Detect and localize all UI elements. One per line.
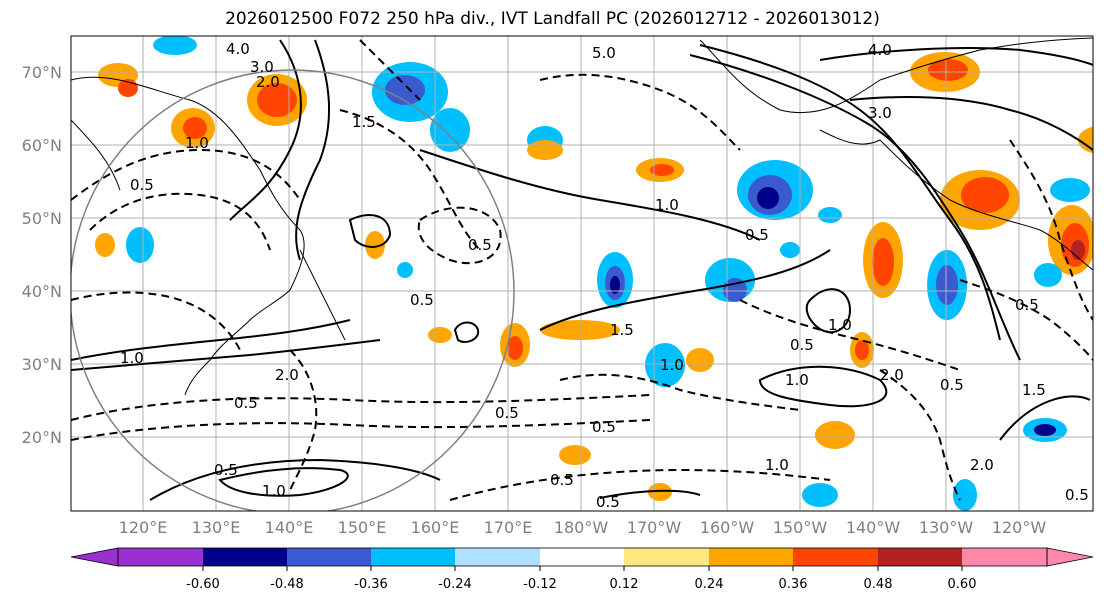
colorbar-tick-label: 0.48	[864, 577, 893, 592]
contour-label: 0.5	[1015, 296, 1039, 314]
lon-label: 160°W	[700, 518, 755, 537]
colorbar-tick-label: -0.48	[270, 577, 304, 592]
lon-label: 130°E	[192, 518, 241, 537]
contour-label: 1.5	[610, 321, 634, 339]
contour-label: 4.0	[226, 40, 250, 58]
contour-label: 2.0	[275, 366, 299, 384]
contour-label: 1.5	[352, 113, 376, 131]
lon-label: 120°E	[119, 518, 168, 537]
colorbar-tick-label: -0.60	[186, 577, 220, 592]
coastlines	[71, 37, 1093, 396]
colorbar: -0.60 -0.48 -0.36 -0.24 -0.12 0.12 0.24 …	[70, 547, 1094, 592]
latitude-labels: 70°N 60°N 50°N 40°N 30°N 20°N	[22, 63, 62, 447]
contour-label: 1.0	[655, 196, 679, 214]
lat-label: 70°N	[22, 63, 62, 82]
ivt-contours-dashed	[71, 39, 1093, 501]
contour-label: 1.0	[120, 349, 144, 367]
landfall-radius-circle	[71, 69, 515, 511]
longitude-labels: 120°E 130°E 140°E 150°E 160°E 170°E 180°…	[119, 518, 1047, 537]
contour-label: 0.5	[468, 236, 492, 254]
map-frame	[70, 35, 1094, 512]
contour-label: 1.0	[185, 134, 209, 152]
graticule	[71, 36, 1093, 511]
contour-label: 5.0	[592, 44, 616, 62]
map-field: 4.0 3.0 2.0 1.0 1.5 5.0 4.0 3.0 1.0 0.5 …	[71, 36, 1093, 511]
lon-label: 170°E	[484, 518, 533, 537]
contour-label: 1.0	[828, 316, 852, 334]
contour-label: 2.0	[256, 73, 280, 91]
contour-label: 0.5	[592, 418, 616, 436]
contour-label: 2.0	[970, 456, 994, 474]
contour-label: 1.5	[1022, 381, 1046, 399]
colorbar-tick-label: 0.12	[610, 577, 639, 592]
contour-label: 0.5	[130, 176, 154, 194]
colorbar-tick-label: -0.12	[523, 577, 557, 592]
colorbar-tick-label: -0.36	[354, 577, 388, 592]
colorbar-bin	[878, 548, 962, 566]
colorbar-bin	[709, 548, 793, 566]
contour-label: 0.5	[410, 291, 434, 309]
contour-label: 0.5	[214, 461, 238, 479]
ivt-contours-solid	[71, 39, 1093, 501]
contour-label: 0.5	[1065, 486, 1089, 504]
contour-label: 0.5	[940, 376, 964, 394]
contour-label: 0.5	[495, 404, 519, 422]
contour-labels: 4.0 3.0 2.0 1.0 1.5 5.0 4.0 3.0 1.0 0.5 …	[120, 40, 1089, 511]
contour-label: 3.0	[868, 104, 892, 122]
lat-label: 50°N	[22, 209, 62, 228]
lat-label: 30°N	[22, 355, 62, 374]
colorbar-bin	[793, 548, 878, 566]
colorbar-tick-label: 0.36	[779, 577, 808, 592]
colorbar-bin	[455, 548, 540, 566]
lat-label: 60°N	[22, 136, 62, 155]
lon-label: 160°E	[411, 518, 460, 537]
contour-label: 3.0	[250, 58, 274, 76]
lon-label: 140°W	[846, 518, 901, 537]
colorbar-bin	[203, 548, 287, 566]
colorbar-tick-label: 0.24	[695, 577, 724, 592]
contour-label: 0.5	[745, 226, 769, 244]
lon-label: 170°W	[627, 518, 682, 537]
colorbar-bin	[287, 548, 371, 566]
contour-label: 1.0	[262, 482, 286, 500]
contour-label: 1.0	[785, 371, 809, 389]
contour-label: 0.5	[790, 336, 814, 354]
contour-label: 2.0	[880, 366, 904, 384]
colorbar-bin	[962, 548, 1047, 566]
contour-label: 1.0	[660, 356, 684, 374]
lon-label: 120°W	[992, 518, 1047, 537]
colorbar-extend-min	[70, 547, 119, 567]
colorbar-bin	[624, 548, 709, 566]
lon-label: 150°E	[338, 518, 387, 537]
lat-label: 20°N	[22, 428, 62, 447]
colorbar-tick-label: -0.24	[438, 577, 472, 592]
colorbar-bin	[118, 548, 203, 566]
contour-label: 1.0	[765, 456, 789, 474]
plot-title: 2026012500 F072 250 hPa div., IVT Landfa…	[225, 9, 880, 29]
lon-label: 180°W	[554, 518, 609, 537]
contour-label: 0.5	[596, 493, 620, 511]
lon-label: 140°E	[265, 518, 314, 537]
contour-label: 0.5	[234, 394, 258, 412]
colorbar-bin	[371, 548, 455, 566]
colorbar-extend-max	[1046, 547, 1094, 567]
lon-label: 130°W	[919, 518, 974, 537]
colorbar-bin	[540, 548, 624, 566]
lon-label: 150°W	[773, 518, 828, 537]
colorbar-tick-label: 0.60	[948, 577, 977, 592]
lat-label: 40°N	[22, 282, 62, 301]
contour-label: 0.5	[550, 471, 574, 489]
contour-label: 4.0	[868, 41, 892, 59]
